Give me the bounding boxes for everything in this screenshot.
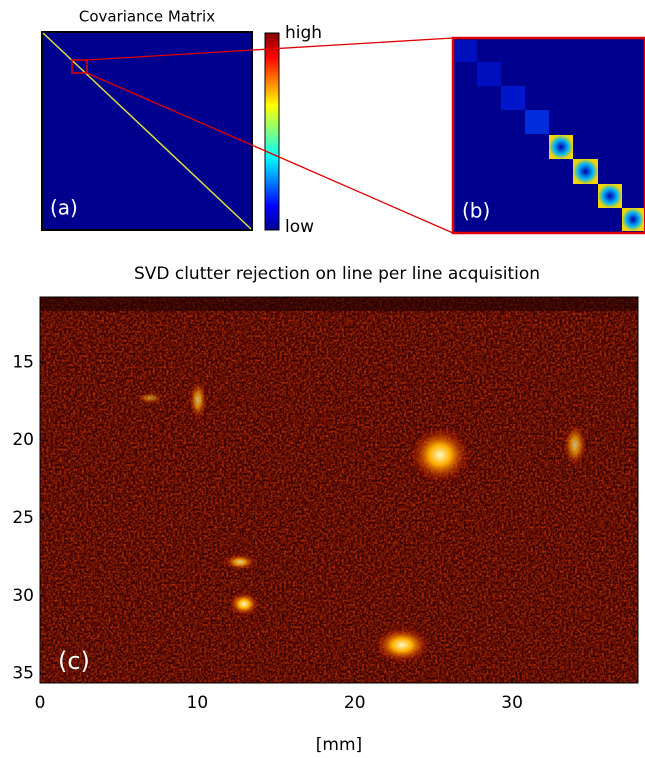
panel-title: Covariance Matrix (79, 8, 215, 26)
zoom-line (86, 72, 454, 234)
x-tick-label: 20 (344, 693, 366, 713)
plot-frame (39, 296, 639, 684)
y-tick-label: 30 (12, 586, 34, 606)
x-tick-label: 30 (501, 693, 523, 713)
y-tick-label: 20 (12, 430, 34, 450)
block-diagonal (455, 40, 644, 231)
colorbar (264, 32, 280, 231)
y-tick-label: 35 (12, 664, 34, 684)
zoom-line (86, 37, 454, 61)
y-tick-label: 25 (12, 508, 34, 528)
x-axis-label: [mm] (316, 735, 362, 755)
x-tick-label: 0 (35, 693, 46, 713)
panel-label: (a) (50, 196, 78, 220)
panel-label: (c) (58, 647, 90, 675)
y-tick-label: 15 (12, 352, 34, 372)
diagonal (42, 32, 252, 230)
doppler-image (40, 297, 638, 683)
x-tick-label: 10 (187, 693, 209, 713)
panel-label: (b) (462, 199, 490, 223)
colorbar-label: high (285, 23, 322, 43)
colorbar-label: low (285, 217, 314, 237)
chart-title: SVD clutter rejection on line per line a… (134, 264, 540, 284)
zoom-box (71, 59, 88, 74)
